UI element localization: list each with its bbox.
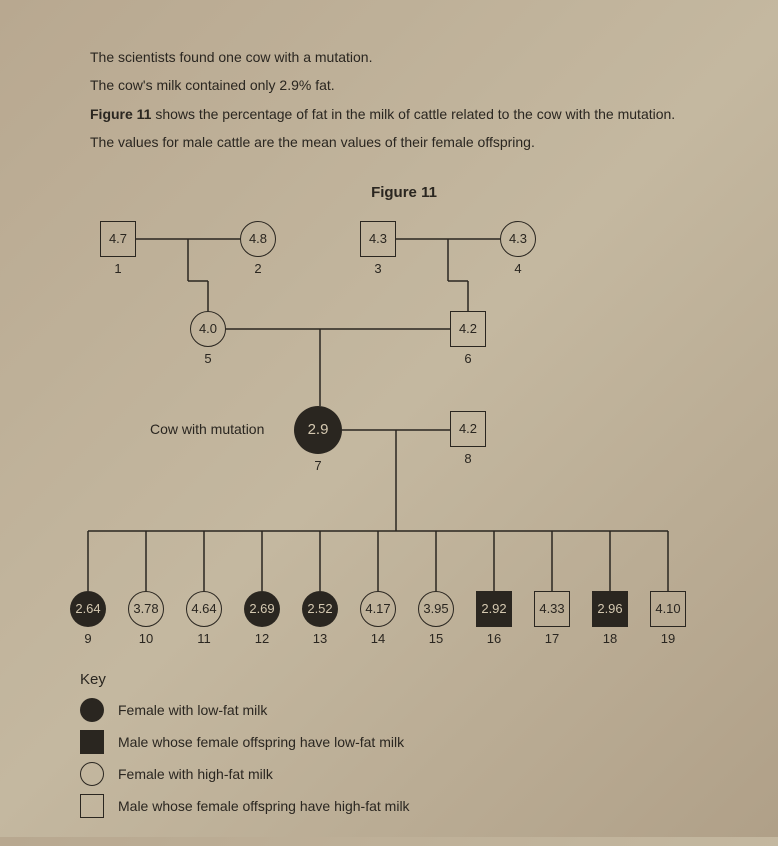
node-num-1: 1	[100, 261, 136, 276]
node-12: 2.69 12	[244, 591, 280, 646]
node-10: 3.78 10	[128, 591, 164, 646]
intro-text: The scientists found one cow with a muta…	[90, 46, 718, 154]
key-section: Key Female with low-fat milk Male whose f…	[80, 671, 718, 818]
node-num-13: 13	[302, 631, 338, 646]
node-8: 4.28	[450, 411, 486, 466]
node-num-5: 5	[190, 351, 226, 366]
figure-title: Figure 11	[90, 184, 718, 201]
node-num-18: 18	[592, 631, 628, 646]
node-19: 4.10 19	[650, 591, 686, 646]
figure-ref: Figure 11	[90, 106, 151, 122]
node-5: 4.05	[190, 311, 226, 366]
node-shape-19: 4.10	[650, 591, 686, 627]
node-num-17: 17	[534, 631, 570, 646]
node-num-12: 12	[244, 631, 280, 646]
node-shape-14: 4.17	[360, 591, 396, 627]
node-17: 4.33 17	[534, 591, 570, 646]
node-num-15: 15	[418, 631, 454, 646]
node-num-9: 9	[70, 631, 106, 646]
key-shape-2	[80, 762, 104, 786]
key-row-1: Male whose female offspring have low-fat…	[80, 730, 718, 754]
node-shape-7: 2.9	[294, 406, 342, 454]
node-num-11: 11	[186, 631, 222, 646]
key-shape-1	[80, 730, 104, 754]
intro-p2: The cow's milk contained only 2.9% fat.	[90, 74, 718, 96]
node-3: 4.33	[360, 221, 396, 276]
node-9: 2.64 9	[70, 591, 106, 646]
node-2: 4.82	[240, 221, 276, 276]
node-shape-11: 4.64	[186, 591, 222, 627]
key-shape-3	[80, 794, 104, 818]
node-16: 2.92 16	[476, 591, 512, 646]
node-1: 4.71	[100, 221, 136, 276]
node-shape-12: 2.69	[244, 591, 280, 627]
node-11: 4.64 11	[186, 591, 222, 646]
node-14: 4.17 14	[360, 591, 396, 646]
key-title: Key	[80, 671, 718, 688]
cow-mutation-label: Cow with mutation	[150, 421, 264, 437]
node-shape-18: 2.96	[592, 591, 628, 627]
key-row-3: Male whose female offspring have high-fa…	[80, 794, 718, 818]
node-shape-17: 4.33	[534, 591, 570, 627]
node-num-14: 14	[360, 631, 396, 646]
node-num-7: 7	[294, 458, 342, 473]
node-num-8: 8	[450, 451, 486, 466]
node-shape-2: 4.8	[240, 221, 276, 257]
node-shape-1: 4.7	[100, 221, 136, 257]
intro-p3-rest: shows the percentage of fat in the milk …	[151, 106, 675, 122]
node-shape-16: 2.92	[476, 591, 512, 627]
pedigree-diagram: Cow with mutation 4.714.824.334.344.054.…	[70, 221, 710, 661]
node-13: 2.52 13	[302, 591, 338, 646]
node-num-2: 2	[240, 261, 276, 276]
key-label-2: Female with high-fat milk	[118, 766, 273, 782]
key-shape-0	[80, 698, 104, 722]
node-7: 2.97	[294, 406, 342, 473]
node-num-3: 3	[360, 261, 396, 276]
page: The scientists found one cow with a muta…	[0, 0, 778, 846]
node-num-10: 10	[128, 631, 164, 646]
node-shape-10: 3.78	[128, 591, 164, 627]
intro-p1: The scientists found one cow with a muta…	[90, 46, 718, 68]
node-shape-5: 4.0	[190, 311, 226, 347]
node-shape-4: 4.3	[500, 221, 536, 257]
key-row-0: Female with low-fat milk	[80, 698, 718, 722]
intro-p3: Figure 11 shows the percentage of fat in…	[90, 103, 718, 125]
node-shape-3: 4.3	[360, 221, 396, 257]
node-num-16: 16	[476, 631, 512, 646]
node-num-19: 19	[650, 631, 686, 646]
node-15: 3.95 15	[418, 591, 454, 646]
node-shape-9: 2.64	[70, 591, 106, 627]
node-shape-6: 4.2	[450, 311, 486, 347]
key-label-1: Male whose female offspring have low-fat…	[118, 734, 404, 750]
key-label-0: Female with low-fat milk	[118, 702, 267, 718]
node-shape-8: 4.2	[450, 411, 486, 447]
node-num-6: 6	[450, 351, 486, 366]
key-label-3: Male whose female offspring have high-fa…	[118, 798, 410, 814]
node-6: 4.26	[450, 311, 486, 366]
node-num-4: 4	[500, 261, 536, 276]
intro-p4: The values for male cattle are the mean …	[90, 131, 718, 153]
node-shape-15: 3.95	[418, 591, 454, 627]
node-shape-13: 2.52	[302, 591, 338, 627]
node-4: 4.34	[500, 221, 536, 276]
key-row-2: Female with high-fat milk	[80, 762, 718, 786]
node-18: 2.96 18	[592, 591, 628, 646]
